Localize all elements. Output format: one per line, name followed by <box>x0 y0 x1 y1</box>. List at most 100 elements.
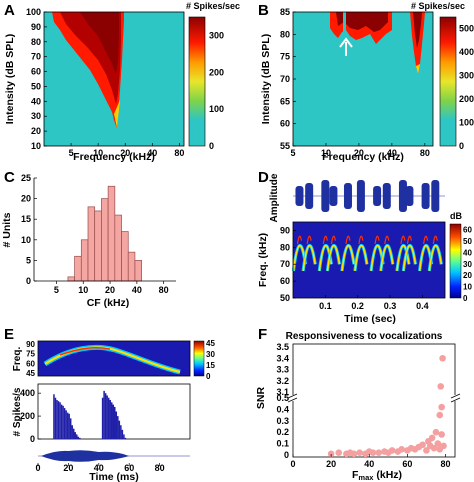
colorbar-a-tick-label: 200 <box>209 67 224 77</box>
scatter-point <box>436 411 444 419</box>
histogram-bar <box>121 231 129 282</box>
histogram-c-y-tick-label: 5 <box>26 255 31 265</box>
colorbar-d <box>449 223 462 299</box>
colorbar-b-title: # Spikes/sec <box>411 1 465 11</box>
colorbar-a-tick-label: 100 <box>209 104 224 114</box>
spectrogram-d-y-tick-label: 80 <box>280 242 290 252</box>
psth-bar <box>124 437 127 439</box>
spectrogram-e-trace-peak <box>59 346 111 356</box>
psth-e-y-label: # Spikes/s <box>12 387 23 436</box>
waveform-d-burst <box>356 180 365 212</box>
histogram-bar <box>114 214 122 282</box>
spectrogram-d-frame <box>292 221 446 299</box>
waveform-d-burst <box>305 183 314 209</box>
psth-bar <box>121 429 124 439</box>
psth-bar <box>109 400 111 439</box>
colorbar-b-ticks: 0 100 200 300 400 500 <box>459 24 474 151</box>
psth-bar <box>68 413 70 439</box>
scatter-point <box>438 431 445 438</box>
colorbar-b-tick-label: 500 <box>459 24 474 34</box>
psth-bar <box>103 390 105 439</box>
scatter-f-y-tick-label: 0.5 <box>276 393 289 403</box>
scatter-f-x-label: Fmax (kHz) <box>352 469 402 482</box>
panel-f: F Responsiveness to vocalizations 00.1 0.… <box>255 326 461 482</box>
histogram-c-x-tick-label: 80 <box>159 285 169 295</box>
scatter-point <box>430 444 438 452</box>
scatter-point <box>369 449 377 457</box>
psth-bar <box>71 425 73 439</box>
histogram-bar <box>87 206 96 282</box>
colorbar-b-tick-label: 200 <box>459 94 474 104</box>
heatmap-a-x-tick-label: 20 <box>120 148 130 158</box>
psth-bar <box>118 420 121 439</box>
psth-bar <box>101 397 104 439</box>
spectrogram-d-y-ticks: 50 60 70 80 90 <box>280 225 296 303</box>
heatmap-b-low-band-core <box>336 12 388 32</box>
histogram-bar <box>80 239 89 282</box>
panel-letter-c: C <box>4 169 15 186</box>
heatmap-a-y-ticks: 10 20 30 40 50 60 70 80 90 100 <box>26 7 47 151</box>
panel-letter-d: D <box>258 169 269 186</box>
arrow-up-icon <box>339 37 353 56</box>
psth-e-x-tick-label: 40 <box>94 463 104 473</box>
scatter-f-y-tick-label: 0.3 <box>276 416 289 426</box>
scatter-f-y-tick-label: 0 <box>284 450 289 460</box>
psth-bar <box>54 397 57 439</box>
scatter-f-x-tick-label: 60 <box>402 459 412 469</box>
psth-bar <box>115 411 118 439</box>
waveform-d-burst <box>321 180 330 212</box>
waveform-d-burst <box>431 180 440 212</box>
heatmap-a-y-tick-label: 30 <box>31 111 41 121</box>
waveform-d-burst <box>405 186 414 206</box>
psth-e-y-tick-label: 400 <box>20 388 35 398</box>
histogram-bar <box>67 276 75 282</box>
scatter-f-x-tick-label: 20 <box>326 459 336 469</box>
scatter-point <box>440 442 447 450</box>
spectrogram-e-y-tick-label: 75 <box>26 350 35 359</box>
psth-bar <box>59 402 61 439</box>
psth-bar <box>65 410 67 439</box>
spectrogram-d-x-ticks: 0.1 0.2 0.3 0.4 <box>319 295 429 311</box>
heatmap-a-y-tick-label: 40 <box>31 96 41 106</box>
spectrogram-e-y-tick-label: 60 <box>26 359 35 368</box>
panel-letter-a: A <box>4 2 15 19</box>
psth-bar <box>110 402 113 439</box>
waveform-d-amplitude <box>293 180 445 212</box>
colorbar-b <box>439 16 457 147</box>
scatter-f-y-tick-label: 3.2 <box>276 376 289 386</box>
histogram-c-y-tick-label: 15 <box>21 214 31 224</box>
panel-a: A 10 20 30 40 50 60 70 80 90 100 5 10 20 40 80 Freque… <box>4 1 240 163</box>
colorbar-a-tick-label: 300 <box>209 30 224 40</box>
heatmap-a-x-tick-label: 5 <box>69 148 74 158</box>
colorbar-d-unit: dB <box>450 211 462 221</box>
spectrogram-d-syllable <box>428 244 443 272</box>
psth-bar <box>63 408 66 439</box>
scatter-f-x-tick-label: 0 <box>290 459 295 469</box>
scatter-point <box>335 449 343 457</box>
scatter-point <box>423 447 430 454</box>
heatmap-b-y-tick-label: 85 <box>280 7 290 17</box>
histogram-bar <box>94 210 102 282</box>
waveform-d-burst <box>382 183 391 209</box>
psth-bar <box>79 437 81 439</box>
heatmap-a-x-tick-label: 40 <box>147 148 157 158</box>
panel-letter-e: E <box>4 326 14 343</box>
waveform-d-label: Amplitude <box>269 173 280 222</box>
spectrogram-d-syllables <box>291 235 443 272</box>
colorbar-a <box>188 16 206 147</box>
scatter-f-y-tick-label: 0.4 <box>276 404 289 414</box>
spectrogram-d-x-label: Time (sec) <box>344 313 396 325</box>
histogram-c-x-tick-label: 10 <box>78 285 88 295</box>
colorbar-e-tick-label: 0 <box>206 372 211 381</box>
spectrogram-e-y-tick-label: 45 <box>26 369 35 378</box>
spectrogram-d-y-label: Freq. (kHz) <box>257 233 269 287</box>
spectrogram-d-syllable <box>379 244 394 272</box>
histogram-bar <box>134 260 142 282</box>
heatmap-a-y-tick-label: 10 <box>31 141 41 151</box>
psth-bar <box>106 395 108 439</box>
psth-bar <box>57 401 60 439</box>
panel-letter-f: F <box>258 326 267 343</box>
spectrogram-e-y-tick-label: 90 <box>26 340 35 349</box>
colorbar-b-tick-label: 400 <box>459 47 474 57</box>
